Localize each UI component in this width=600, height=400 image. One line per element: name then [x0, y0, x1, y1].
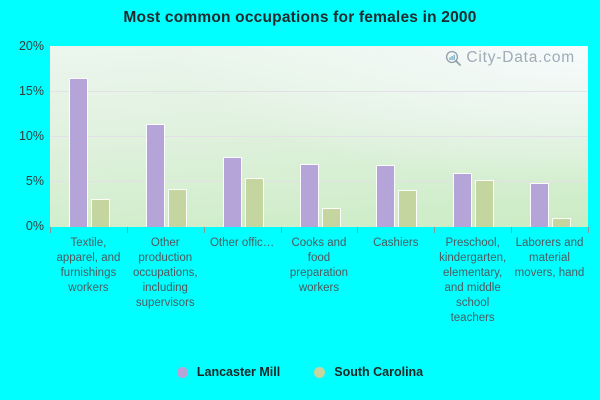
- legend-label: South Carolina: [334, 365, 424, 379]
- legend: Lancaster Mill South Carolina: [0, 365, 600, 379]
- legend-swatch-lancaster-mill: [176, 366, 188, 378]
- bar-south-carolina: [321, 208, 341, 227]
- y-tick-label: 15%: [18, 84, 44, 98]
- x-tick: [588, 227, 589, 233]
- bar-lancaster-mill: [530, 182, 550, 227]
- legend-item-lancaster-mill: Lancaster Mill: [176, 365, 281, 379]
- x-category-label: Other offic…: [209, 237, 275, 249]
- bar-lancaster-mill: [145, 124, 165, 227]
- legend-label: Lancaster Mill: [196, 365, 281, 379]
- watermark-text: City-Data.com: [466, 49, 575, 66]
- bar-lancaster-mill: [222, 156, 242, 227]
- x-category-label: Cashiers: [373, 237, 419, 249]
- bar-group: [511, 46, 588, 227]
- page-title: Most common occupations for females in 2…: [123, 9, 477, 26]
- bar-group: [357, 46, 434, 227]
- bar-group: [50, 46, 127, 227]
- y-tick-label: 20%: [18, 39, 44, 53]
- plot-area: [50, 46, 588, 227]
- legend-item-south-carolina: South Carolina: [314, 365, 423, 379]
- y-tick-label: 10%: [18, 129, 44, 143]
- x-tick: [50, 227, 51, 233]
- bar-south-carolina: [91, 199, 110, 227]
- bar-group: [434, 46, 511, 227]
- x-category-label: Other production occupations, including …: [132, 237, 198, 309]
- gridline-10%: [50, 136, 588, 137]
- bar-lancaster-mill: [376, 164, 396, 227]
- x-tick: [203, 227, 205, 233]
- x-category-label: Laborers and material movers, hand: [514, 237, 585, 279]
- x-category-label: Preschool, kindergarten, elementary, and…: [439, 237, 507, 324]
- bar-group: [127, 46, 204, 227]
- x-tick: [280, 227, 282, 233]
- x-axis-labels: Textile, apparel, and furnishings worker…: [50, 236, 588, 326]
- x-tick: [357, 227, 359, 233]
- gridline-5%: [50, 181, 588, 182]
- legend-swatch-south-carolina: [314, 366, 326, 378]
- watermark: City-Data.com: [445, 49, 575, 67]
- x-tick: [126, 227, 128, 233]
- x-tick: [434, 227, 436, 233]
- bar-group: [204, 46, 281, 227]
- x-tick: [511, 227, 513, 233]
- bar-south-carolina: [167, 189, 187, 227]
- y-tick-label: 0%: [25, 219, 44, 233]
- y-tick-label: 5%: [25, 174, 44, 188]
- bar-south-carolina: [398, 190, 418, 227]
- bar-south-carolina: [552, 218, 572, 227]
- x-category-label: Cooks and food preparation workers: [289, 237, 349, 294]
- bar-lancaster-mill: [453, 173, 473, 227]
- gridline-15%: [50, 91, 588, 92]
- bar-lancaster-mill: [299, 164, 319, 227]
- bar-south-carolina: [244, 177, 264, 227]
- bar-lancaster-mill: [69, 77, 88, 227]
- bar-group: [281, 46, 358, 227]
- x-category-label: Textile, apparel, and furnishings worker…: [56, 237, 121, 294]
- bar-south-carolina: [475, 180, 495, 227]
- magnifier-logo-icon: [446, 50, 462, 66]
